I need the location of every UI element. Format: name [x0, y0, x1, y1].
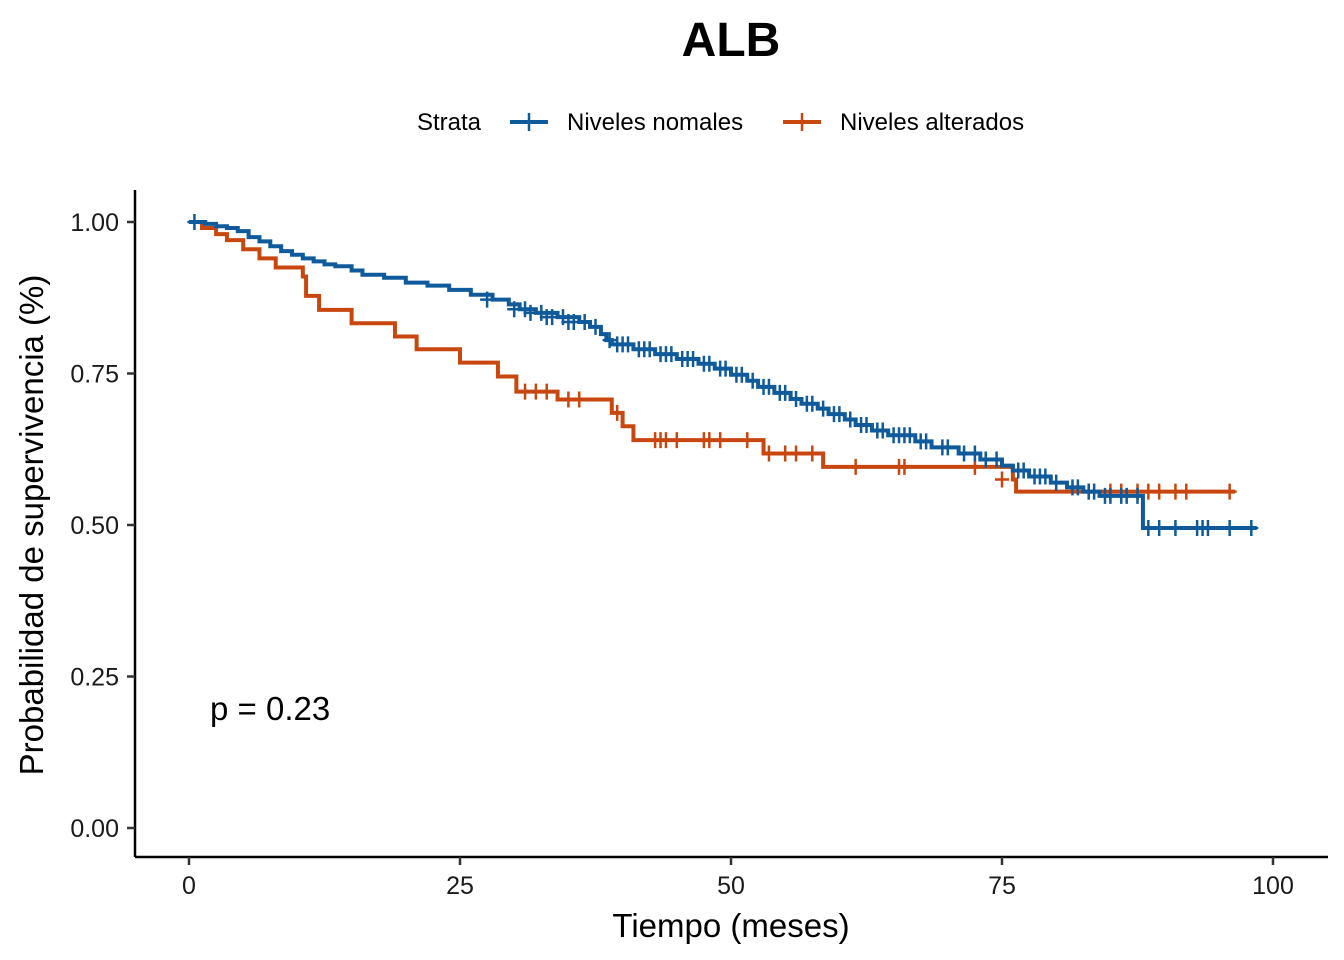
- censor-mark: [761, 378, 776, 395]
- survival-curve-line: [189, 220, 1257, 531]
- censor-mark: [1049, 474, 1064, 491]
- censor-mark: [805, 395, 820, 412]
- x-tick-label: 50: [717, 872, 745, 900]
- censor-mark: [832, 406, 847, 423]
- y-tick-label: 0.00: [70, 815, 119, 843]
- censor-mark: [642, 341, 657, 358]
- legend-item: Niveles alterados: [783, 109, 1024, 136]
- censor-mark: [1152, 520, 1167, 537]
- censor-mark: [480, 291, 495, 308]
- censor-mark: [187, 214, 202, 230]
- x-ticks: 0 25 50 75 100: [182, 857, 1294, 900]
- censor-mark: [664, 346, 679, 363]
- censor-mark: [995, 471, 1009, 488]
- plot-panel: 0.00 0.25 0.50 0.75 1.00 0 25 50 75 100 p = 0.23: [70, 190, 1328, 900]
- censor-mark: [572, 391, 587, 408]
- censor-mark: [1222, 520, 1237, 537]
- censor-mark: [897, 458, 912, 475]
- y-tick-label: 0.50: [70, 512, 119, 540]
- censor-mark: [902, 427, 917, 444]
- censor-mark: [989, 451, 1004, 468]
- y-tick-label: 1.00: [70, 209, 119, 237]
- x-axis-title: Tiempo (meses): [612, 907, 849, 944]
- survival-curve-line: [189, 220, 1236, 494]
- legend-items: Niveles nomales Niveles alterados: [510, 109, 1024, 136]
- y-axis-title: Probabilidad de supervivencia (%): [13, 275, 50, 776]
- y-tick-label: 0.75: [70, 361, 119, 389]
- legend-label: Niveles alterados: [840, 109, 1024, 136]
- censor-mark: [805, 445, 820, 462]
- censor-mark: [1130, 487, 1145, 504]
- censor-mark: [940, 439, 955, 456]
- censor-mark: [848, 458, 863, 475]
- x-tick-label: 75: [988, 872, 1016, 900]
- censor-mark: [718, 360, 733, 377]
- censor-mark: [1038, 468, 1053, 485]
- censor-mark: [859, 417, 874, 434]
- censor-mark: [686, 350, 701, 367]
- censor-mark: [734, 366, 749, 383]
- x-tick-label: 100: [1252, 872, 1294, 900]
- censor-mark: [610, 404, 625, 421]
- series-1: [187, 214, 1259, 537]
- p-value-annotation: p = 0.23: [210, 690, 330, 727]
- y-ticks: 0.00 0.25 0.50 0.75 1.00: [70, 209, 135, 843]
- legend-item: Niveles nomales: [510, 109, 743, 136]
- censor-mark: [602, 332, 617, 349]
- censor-mark: [761, 445, 776, 462]
- censor-mark: [588, 318, 603, 335]
- censor-mark: [740, 432, 755, 449]
- legend-label: Niveles nomales: [567, 109, 743, 136]
- censor-mark: [843, 411, 858, 428]
- legend-title: Strata: [417, 109, 482, 136]
- x-tick-label: 0: [182, 872, 196, 900]
- series-2: [189, 220, 1237, 500]
- legend: Strata Niveles nomales Niveles alterados: [417, 109, 1024, 136]
- censor-mark: [1016, 462, 1031, 479]
- censor-mark: [1087, 483, 1102, 500]
- censor-mark: [713, 432, 728, 449]
- censor-mark: [745, 372, 760, 389]
- censor-mark: [789, 390, 804, 407]
- censor-mark: [789, 445, 804, 462]
- y-tick-label: 0.25: [70, 664, 119, 692]
- censor-mark: [875, 422, 890, 439]
- censor-mark: [539, 383, 554, 400]
- censor-mark: [816, 400, 831, 417]
- series-layer: [187, 214, 1259, 537]
- censor-mark: [1244, 520, 1259, 537]
- censor-mark: [1070, 479, 1085, 496]
- censor-mark: [1152, 483, 1167, 500]
- censor-mark: [621, 336, 636, 353]
- censor-mark: [669, 432, 684, 449]
- x-tick-label: 25: [446, 872, 474, 900]
- censor-mark: [702, 355, 717, 372]
- chart-title: ALB: [682, 14, 781, 67]
- censor-mark: [919, 433, 934, 450]
- censor-mark: [778, 384, 793, 401]
- censor-mark: [577, 313, 592, 330]
- censor-mark: [967, 445, 982, 462]
- censor-mark: [1222, 483, 1237, 500]
- censor-mark: [1200, 520, 1215, 537]
- censor-mark: [1179, 483, 1194, 500]
- censor-mark: [1168, 520, 1183, 537]
